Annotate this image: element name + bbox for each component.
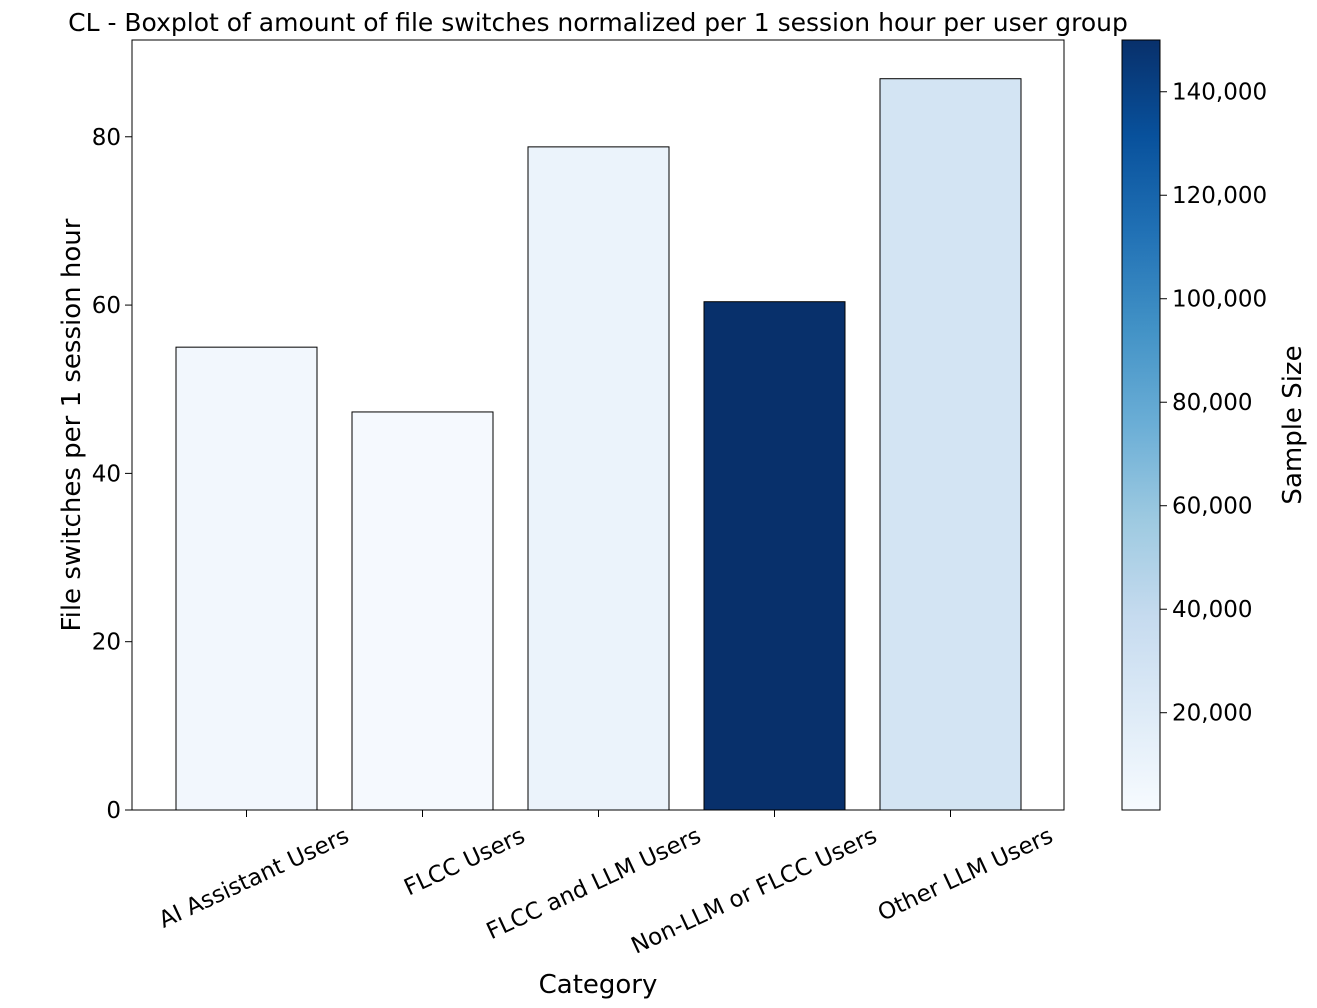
colorbar-tick-label: 140,000 (1172, 80, 1267, 106)
colorbar-tick-label: 60,000 (1172, 494, 1252, 520)
y-tick-label: 60 (92, 293, 121, 319)
colorbar-tick-label: 20,000 (1172, 701, 1252, 727)
bar (704, 302, 845, 810)
colorbar (1122, 40, 1160, 810)
bar (352, 412, 493, 810)
x-tick-label: Other LLM Users (874, 823, 1057, 927)
x-tick-label: AI Assistant Users (155, 823, 353, 934)
colorbar-label: Sample Size (1278, 345, 1308, 504)
x-axis-label: Category (539, 970, 658, 1000)
colorbar-tick-label: 100,000 (1172, 287, 1267, 313)
bar (176, 347, 317, 810)
y-tick-label: 80 (92, 125, 121, 151)
y-axis: 0 20 40 60 80 (92, 125, 132, 824)
y-tick-label: 40 (92, 461, 121, 487)
colorbar-tick-label: 40,000 (1172, 597, 1252, 623)
colorbar-tick-label: 120,000 (1172, 183, 1267, 209)
y-axis-label: File switches per 1 session hour (57, 218, 87, 631)
x-tick-label: FLCC Users (400, 823, 529, 901)
colorbar-axis: 20,000 40,000 60,000 80,000 100,000 120,000 14… (1160, 80, 1267, 727)
y-tick-label: 0 (106, 798, 121, 824)
y-tick-label: 20 (92, 630, 121, 656)
bar (880, 79, 1021, 810)
colorbar-gradient (1122, 40, 1160, 810)
colorbar-tick-label: 80,000 (1172, 390, 1252, 416)
bar (528, 147, 669, 810)
chart-title: CL - Boxplot of amount of file switches … (68, 8, 1128, 37)
plot-area (176, 79, 1021, 810)
